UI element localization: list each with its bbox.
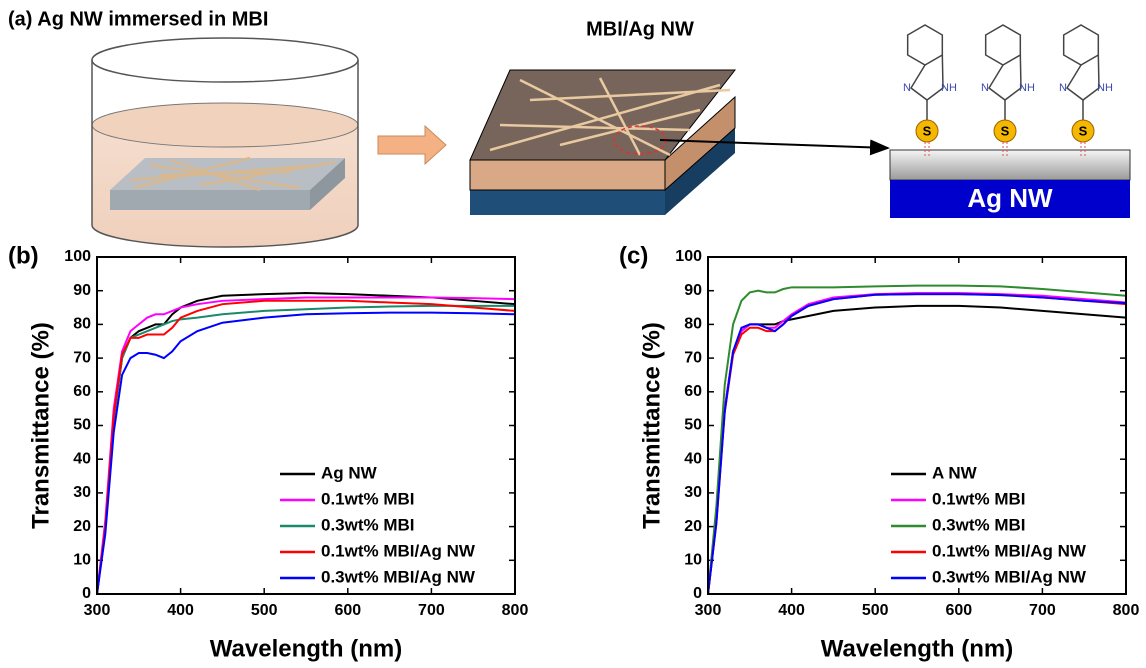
x-tick-label: 500 [251, 602, 278, 619]
y-tick-label: 40 [684, 450, 702, 467]
legend-label: A NW [932, 463, 978, 482]
y-tick-label: 70 [684, 349, 702, 366]
x-tick-label: 300 [84, 602, 111, 619]
middle-title: MBI/Ag NW [586, 18, 694, 40]
x-tick-label: 800 [1113, 602, 1140, 619]
legend-label: 0.1wt% MBI/Ag NW [932, 541, 1087, 560]
legend-label: Ag NW [321, 463, 378, 482]
schematic: (a) Ag NW immersed in MBI MBI/Ag NW Ag N… [8, 8, 1130, 247]
beaker-rim [92, 38, 358, 82]
atom-label: NH [941, 82, 957, 94]
atom-label: NH [1019, 82, 1035, 94]
substrate-label: Ag NW [967, 183, 1053, 213]
y-tick-label: 100 [64, 248, 91, 265]
y-tick-label: 0 [82, 585, 91, 602]
atom-label: N [1059, 82, 1067, 94]
y-tick-label: 50 [684, 417, 702, 434]
y-tick-label: 90 [684, 282, 702, 299]
legend-label: 0.3wt% MBI/Ag NW [932, 567, 1087, 586]
y-axis-title: Transmittance (%) [638, 322, 665, 529]
molecules: N NH S N NH S N NH S [903, 25, 1113, 158]
x-tick-label: 600 [945, 602, 972, 619]
y-tick-label: 80 [73, 316, 91, 333]
x-tick-label: 800 [502, 602, 529, 619]
atom-label: S [923, 123, 932, 138]
atom-label: NH [1097, 82, 1113, 94]
y-tick-label: 0 [693, 585, 702, 602]
panel-label: (b) [8, 242, 39, 269]
y-axis-title: Transmittance (%) [27, 322, 54, 529]
legend-label: 0.3wt% MBI/Ag NW [321, 567, 476, 586]
atom-label: S [1079, 123, 1088, 138]
benzene-ring [1064, 25, 1099, 65]
legend-label: 0.1wt% MBI [932, 489, 1026, 508]
x-tick-label: 600 [334, 602, 361, 619]
x-tick-label: 700 [1029, 602, 1056, 619]
imidazole-ring [989, 55, 1021, 100]
x-tick-label: 700 [418, 602, 445, 619]
benzene-ring [986, 25, 1021, 65]
x-tick-label: 400 [167, 602, 194, 619]
atom-label: S [1001, 123, 1010, 138]
y-tick-label: 60 [684, 383, 702, 400]
x-tick-label: 400 [778, 602, 805, 619]
y-tick-label: 90 [73, 282, 91, 299]
x-axis-title: Wavelength (nm) [210, 635, 402, 662]
legend-label: 0.1wt% MBI/Ag NW [321, 541, 476, 560]
imidazole-ring [1067, 55, 1099, 100]
benzene-ring [908, 25, 943, 65]
panel-a-title: (a) Ag NW immersed in MBI [8, 8, 268, 30]
atom-label: N [981, 82, 989, 94]
y-tick-label: 10 [73, 552, 91, 569]
atom-label: N [903, 82, 911, 94]
y-tick-label: 30 [684, 484, 702, 501]
figure: (a) Ag NW immersed in MBI MBI/Ag NW Ag N… [0, 0, 1146, 668]
liquid-surface [92, 103, 358, 147]
x-tick-label: 300 [695, 602, 722, 619]
film-front [470, 160, 665, 190]
y-tick-label: 100 [675, 248, 702, 265]
legend-label: 0.3wt% MBI [932, 515, 1026, 534]
y-tick-label: 50 [73, 417, 91, 434]
process-arrow [378, 126, 446, 164]
y-tick-label: 10 [684, 552, 702, 569]
glass-slab-side [110, 190, 310, 210]
substrate-front [470, 190, 665, 215]
y-tick-label: 40 [73, 450, 91, 467]
x-axis-title: Wavelength (nm) [821, 635, 1013, 662]
legend-label: 0.1wt% MBI [321, 489, 415, 508]
x-tick-label: 500 [862, 602, 889, 619]
panel-label: (c) [619, 242, 648, 269]
y-tick-label: 20 [73, 518, 91, 535]
y-tick-label: 20 [684, 518, 702, 535]
legend-label: 0.3wt% MBI [321, 515, 415, 534]
y-tick-label: 70 [73, 349, 91, 366]
y-tick-label: 30 [73, 484, 91, 501]
y-tick-label: 80 [684, 316, 702, 333]
y-tick-label: 60 [73, 383, 91, 400]
imidazole-ring [911, 55, 943, 100]
surface [890, 150, 1130, 180]
